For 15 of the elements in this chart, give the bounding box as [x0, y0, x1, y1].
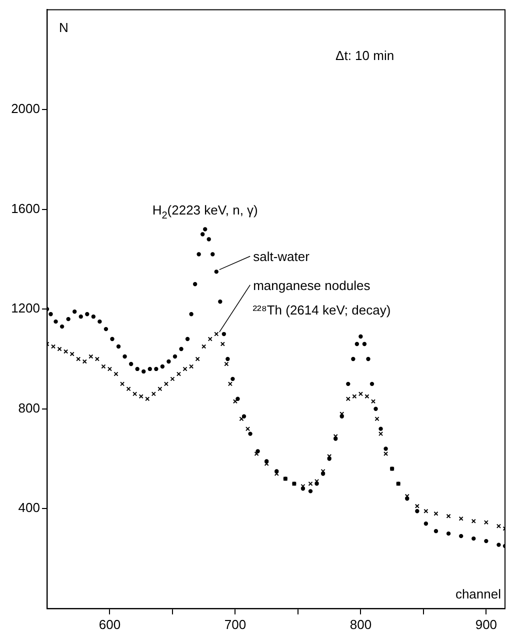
x-tick-label: 700	[224, 616, 246, 632]
y-tick-label: 800	[18, 400, 40, 416]
text: manganese nodules	[253, 278, 371, 293]
y-tick-label: 400	[18, 500, 40, 516]
annotation: ²²⁸Th (2614 keV; decay)	[252, 302, 391, 318]
legend-label: salt-water	[253, 249, 310, 264]
y-tick-label: 1600	[11, 200, 40, 216]
y-tick-label: 1200	[11, 300, 40, 316]
x-tick-label: 900	[475, 616, 498, 632]
y-axis-title: N	[59, 20, 68, 35]
x-tick-label: 800	[350, 616, 372, 632]
annotation: Δt: 10 min	[336, 48, 394, 63]
y-tick-label: 2000	[11, 101, 40, 116]
x-axis-title: channel	[455, 586, 502, 602]
x-tick-label: 600	[98, 616, 121, 632]
